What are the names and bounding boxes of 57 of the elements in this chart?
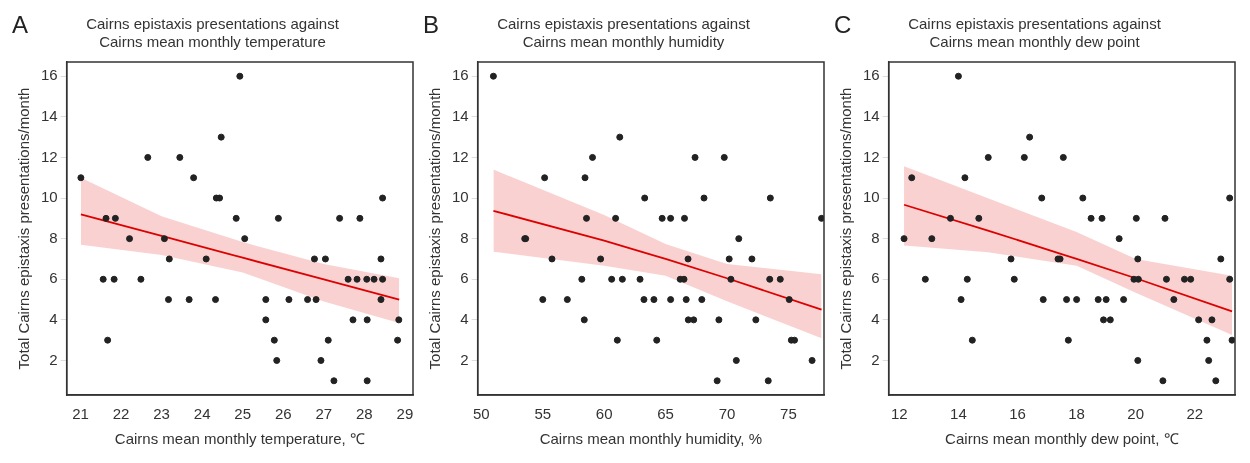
y-tick-label: 16	[452, 66, 469, 84]
x-tick-label: 12	[890, 405, 908, 423]
y-tick-label: 6	[460, 269, 469, 287]
x-tick-label: 25	[234, 405, 252, 423]
y-tick-label: 4	[460, 310, 469, 328]
x-tick-label: 22	[112, 405, 130, 423]
y-tick-label: 10	[452, 188, 469, 206]
x-axis-title: Cairns mean monthly dew point, ℃	[945, 430, 1179, 448]
y-tick-label: 2	[871, 350, 880, 368]
x-tick-label: 21	[72, 405, 89, 423]
y-tick-label: 10	[863, 188, 880, 206]
y-tick-label: 6	[49, 269, 58, 287]
x-tick-label: 60	[595, 405, 613, 423]
y-tick-label: 4	[871, 310, 880, 328]
x-tick-label: 70	[718, 405, 736, 423]
y-tick-label: 12	[452, 147, 469, 165]
x-tick-label: 16	[1009, 405, 1026, 423]
y-axis-title: Total Cairns epistaxis presentations/month	[426, 87, 444, 370]
x-tick-label: 26	[274, 405, 292, 423]
y-tick-label: 12	[863, 147, 880, 165]
y-tick-label: 2	[460, 350, 469, 368]
x-tick-label: 65	[657, 405, 674, 423]
x-tick-label: 27	[315, 405, 333, 423]
y-tick-label: 14	[452, 106, 469, 124]
chart-title: Cairns epistaxis presentations against Cairns mean monthly dew point	[908, 15, 1162, 51]
x-tick-label: 24	[193, 405, 211, 423]
y-tick-label: 6	[871, 269, 880, 287]
y-tick-label: 4	[49, 310, 58, 328]
x-tick-label: 20	[1127, 405, 1145, 423]
text: B	[423, 10, 440, 38]
y-tick-label: 10	[41, 188, 58, 206]
y-tick-label: 14	[41, 106, 58, 124]
x-tick-label: 50	[473, 405, 490, 423]
y-tick-label: 8	[460, 228, 469, 246]
text: A	[12, 10, 29, 38]
y-tick-label: 16	[863, 66, 880, 84]
x-tick-label: 29	[396, 405, 414, 423]
x-tick-label: 23	[153, 405, 170, 423]
y-tick-label: 12	[41, 147, 58, 165]
text: C	[834, 10, 852, 38]
y-tick-label: 14	[863, 106, 880, 124]
y-axis-title: Total Cairns epistaxis presentations/month	[15, 87, 33, 370]
x-axis-title: Cairns mean monthly temperature, ℃	[114, 430, 365, 448]
y-tick-label: 8	[871, 228, 880, 246]
x-axis-title: Cairns mean monthly humidity, %	[539, 430, 762, 448]
y-tick-label: 8	[49, 228, 58, 246]
x-tick-label: 55	[534, 405, 552, 423]
chart-title: Cairns epistaxis presentations against Cairns mean monthly temperature	[86, 15, 340, 51]
y-tick-label: 2	[49, 350, 58, 368]
x-tick-label: 14	[950, 405, 967, 423]
chart-title: Cairns epistaxis presentations against Cairns mean monthly humidity	[497, 15, 751, 51]
x-tick-label: 22	[1186, 405, 1204, 423]
x-tick-label: 18	[1068, 405, 1085, 423]
y-axis-title: Total Cairns epistaxis presentations/month	[837, 87, 855, 370]
x-tick-label: 28	[355, 405, 373, 423]
y-tick-label: 16	[41, 66, 58, 84]
x-tick-label: 75	[780, 405, 797, 423]
